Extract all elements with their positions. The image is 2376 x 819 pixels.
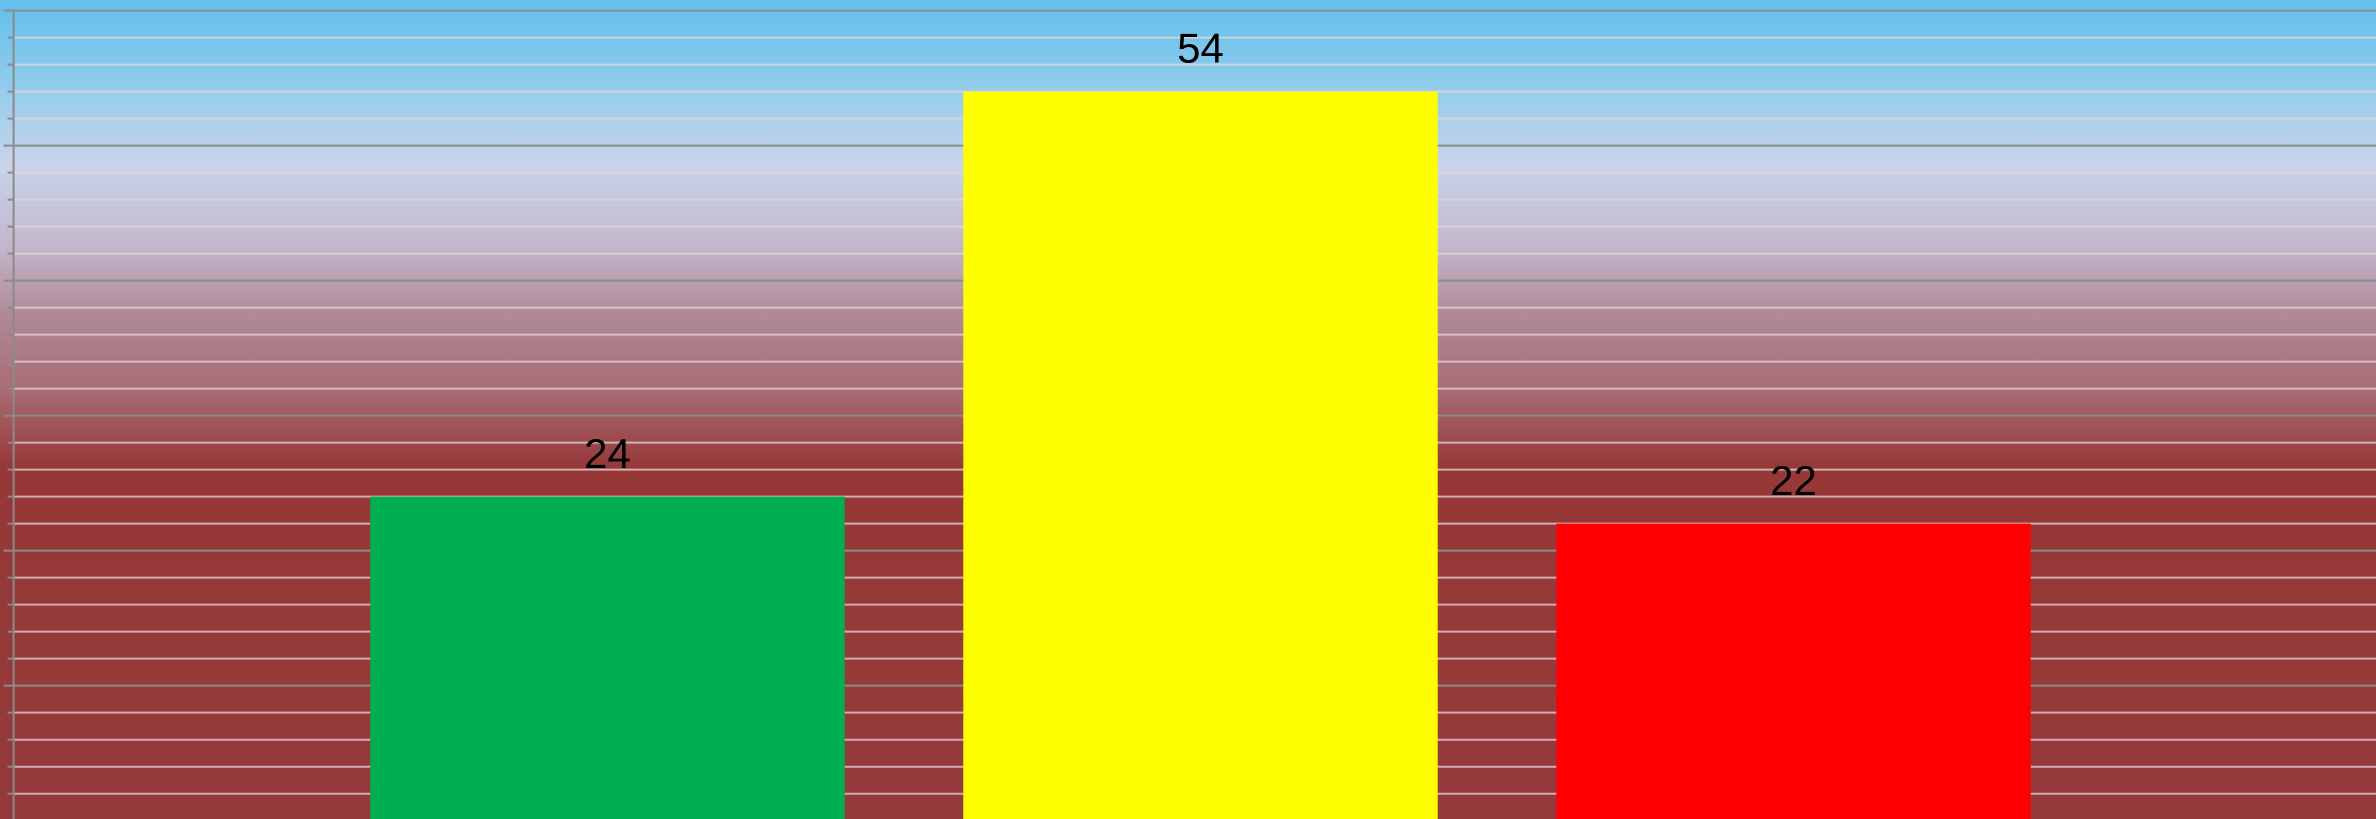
- data-label: 54: [1177, 25, 1224, 72]
- data-label: 22: [1770, 457, 1817, 504]
- bar: [963, 91, 1438, 819]
- bar: [370, 496, 845, 819]
- bars: 24 54 22: [370, 25, 2031, 819]
- data-label: 24: [584, 430, 631, 477]
- bar: [1556, 523, 2031, 819]
